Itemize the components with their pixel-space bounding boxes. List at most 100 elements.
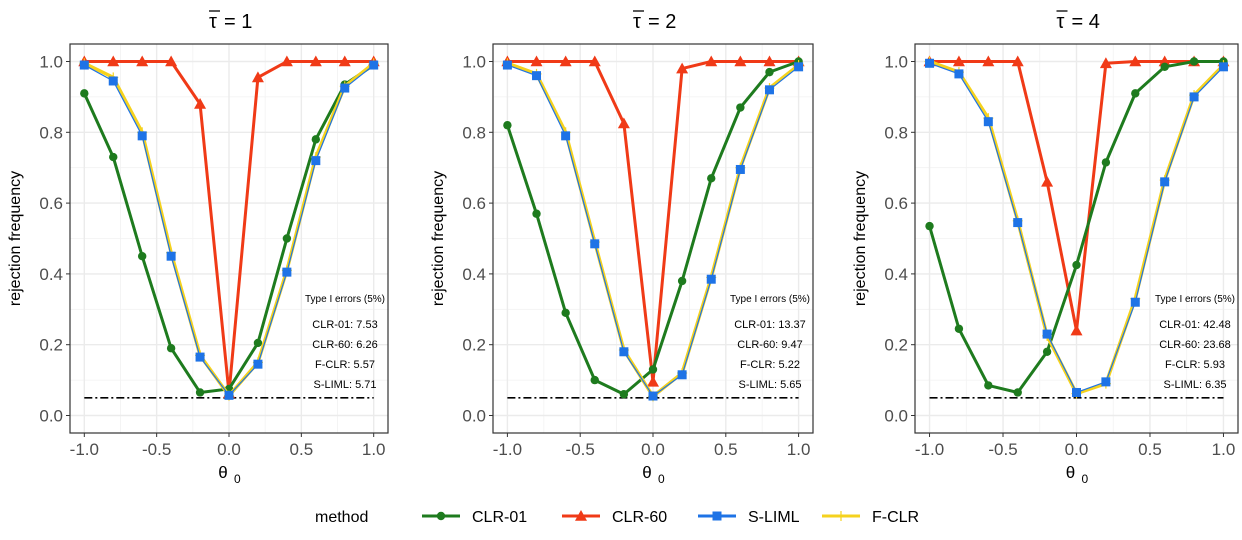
legend: method CLR-01 CLR-60 S-LIML F-CLR xyxy=(315,509,919,526)
y-tick-label: 0.4 xyxy=(462,265,486,284)
series-s-liml xyxy=(502,60,804,401)
data-point xyxy=(1218,62,1228,72)
data-point xyxy=(954,324,964,333)
type-i-errors-annotation: Type I errors (5%) CLR-01: 13.37 CLR-60: 9… xyxy=(730,294,810,391)
x-tick-label: -0.5 xyxy=(566,440,595,459)
data-point xyxy=(561,131,571,141)
data-point xyxy=(80,89,89,98)
data-point xyxy=(1160,177,1170,187)
legend-label: CLR-60 xyxy=(612,509,667,526)
x-axis-label-main: θ xyxy=(218,463,227,482)
x-tick-label: 0.0 xyxy=(1065,440,1089,459)
legend-item-s-liml: S-LIML xyxy=(698,509,800,526)
x-tick-label: 0.0 xyxy=(217,440,241,459)
x-tick-label: -1.0 xyxy=(493,440,522,459)
y-tick-label: 0.0 xyxy=(39,406,63,425)
data-point xyxy=(764,85,774,95)
y-tick-label: 0.8 xyxy=(884,123,908,142)
y-tick-label: 0.6 xyxy=(884,194,908,213)
data-point xyxy=(648,391,658,401)
data-point xyxy=(253,359,263,369)
legend-item-clr-60: CLR-60 xyxy=(562,509,667,526)
data-point xyxy=(676,62,689,74)
data-point xyxy=(1189,92,1199,102)
x-tick-label: 0.5 xyxy=(714,440,738,459)
y-tick-label: 0.6 xyxy=(462,194,486,213)
x-tick-label: -1.0 xyxy=(70,440,99,459)
legend-swatch-marker xyxy=(836,511,846,521)
data-point xyxy=(530,55,543,67)
data-point xyxy=(532,209,541,218)
data-point xyxy=(765,67,774,77)
annotation-line: CLR-60: 23.68 xyxy=(1159,339,1231,351)
data-point xyxy=(1130,297,1140,307)
annotation-line: CLR-01: 13.37 xyxy=(734,319,806,331)
data-point xyxy=(282,234,292,243)
panel-title: τ = 1 xyxy=(209,10,252,33)
x-tick-label: 0.5 xyxy=(1138,440,1162,459)
y-tick-label: 0.0 xyxy=(462,406,486,425)
x-axis-label-sub: 0 xyxy=(1082,472,1089,486)
annotation-line: Type I errors (5%) xyxy=(305,294,385,305)
title-value: = 4 xyxy=(1072,11,1100,33)
data-point xyxy=(79,60,89,70)
y-tick-label: 0.0 xyxy=(884,406,908,425)
data-point xyxy=(1158,55,1171,67)
data-point xyxy=(1189,57,1199,66)
panel-title: τ = 2 xyxy=(633,10,676,33)
data-point xyxy=(369,60,379,70)
legend-item-clr-01: CLR-01 xyxy=(422,509,527,526)
data-point xyxy=(165,55,178,67)
panels: -1.0 -0.5 0.0 0.5 1.0 0.0 0.2 0.4 0.6 0.8 1.0 τ = 1 θ… xyxy=(7,10,1239,486)
y-axis-label: rejection frequency xyxy=(7,171,24,306)
data-point xyxy=(736,103,745,112)
annotation-line: F-CLR: 5.22 xyxy=(740,359,800,371)
data-point xyxy=(309,55,322,67)
title-symbol: τ xyxy=(1057,11,1065,33)
panel-2: -1.0 -0.5 0.0 0.5 1.0 0.0 0.2 0.4 0.6 0.8 1.0 τ = 2 θ… xyxy=(430,10,814,486)
data-point xyxy=(590,239,600,249)
annotation-line: CLR-60: 6.26 xyxy=(312,339,377,351)
data-point xyxy=(794,62,804,72)
y-axis-label: rejection frequency xyxy=(430,171,447,306)
data-point xyxy=(224,390,234,400)
annotation-line: Type I errors (5%) xyxy=(730,294,810,305)
y-tick-label: 0.8 xyxy=(462,123,486,142)
data-point xyxy=(166,251,176,261)
y-tick-label: 1.0 xyxy=(462,53,486,72)
x-axis-label-sub: 0 xyxy=(234,472,241,486)
series-s-liml xyxy=(79,60,379,400)
annotation-line: S-LIML: 5.65 xyxy=(739,379,802,391)
x-axis-label-sub: 0 xyxy=(658,472,665,486)
data-point xyxy=(677,276,687,286)
y-tick-label: 0.4 xyxy=(884,265,908,284)
x-axis-label-main: θ xyxy=(642,463,651,482)
panel-3: -1.0 -0.5 0.0 0.5 1.0 0.0 0.2 0.4 0.6 0.8 1.0 τ = 4 θ… xyxy=(852,10,1239,486)
data-point xyxy=(108,76,118,86)
y-tick-label: 1.0 xyxy=(884,53,908,72)
data-point xyxy=(1041,175,1054,187)
type-i-errors-annotation: Type I errors (5%) CLR-01: 42.48 CLR-60: 2… xyxy=(1155,294,1235,391)
data-point xyxy=(763,55,776,67)
data-point xyxy=(706,274,716,284)
data-point xyxy=(1072,260,1081,270)
data-point xyxy=(982,55,995,67)
series-clr-60 xyxy=(501,55,805,387)
data-point xyxy=(1101,377,1111,387)
annotation-line: Type I errors (5%) xyxy=(1155,294,1235,305)
data-point xyxy=(1101,158,1111,167)
x-tick-label: 1.0 xyxy=(1212,440,1236,459)
annotation-line: F-CLR: 5.57 xyxy=(315,359,375,371)
data-point xyxy=(1070,324,1083,336)
legend-label: F-CLR xyxy=(872,509,919,526)
data-point xyxy=(311,135,321,144)
data-point xyxy=(617,117,630,129)
data-point xyxy=(136,55,149,67)
data-point xyxy=(1160,62,1169,72)
data-point xyxy=(194,97,207,109)
data-point xyxy=(503,121,512,130)
x-tick-label: 1.0 xyxy=(787,440,811,459)
